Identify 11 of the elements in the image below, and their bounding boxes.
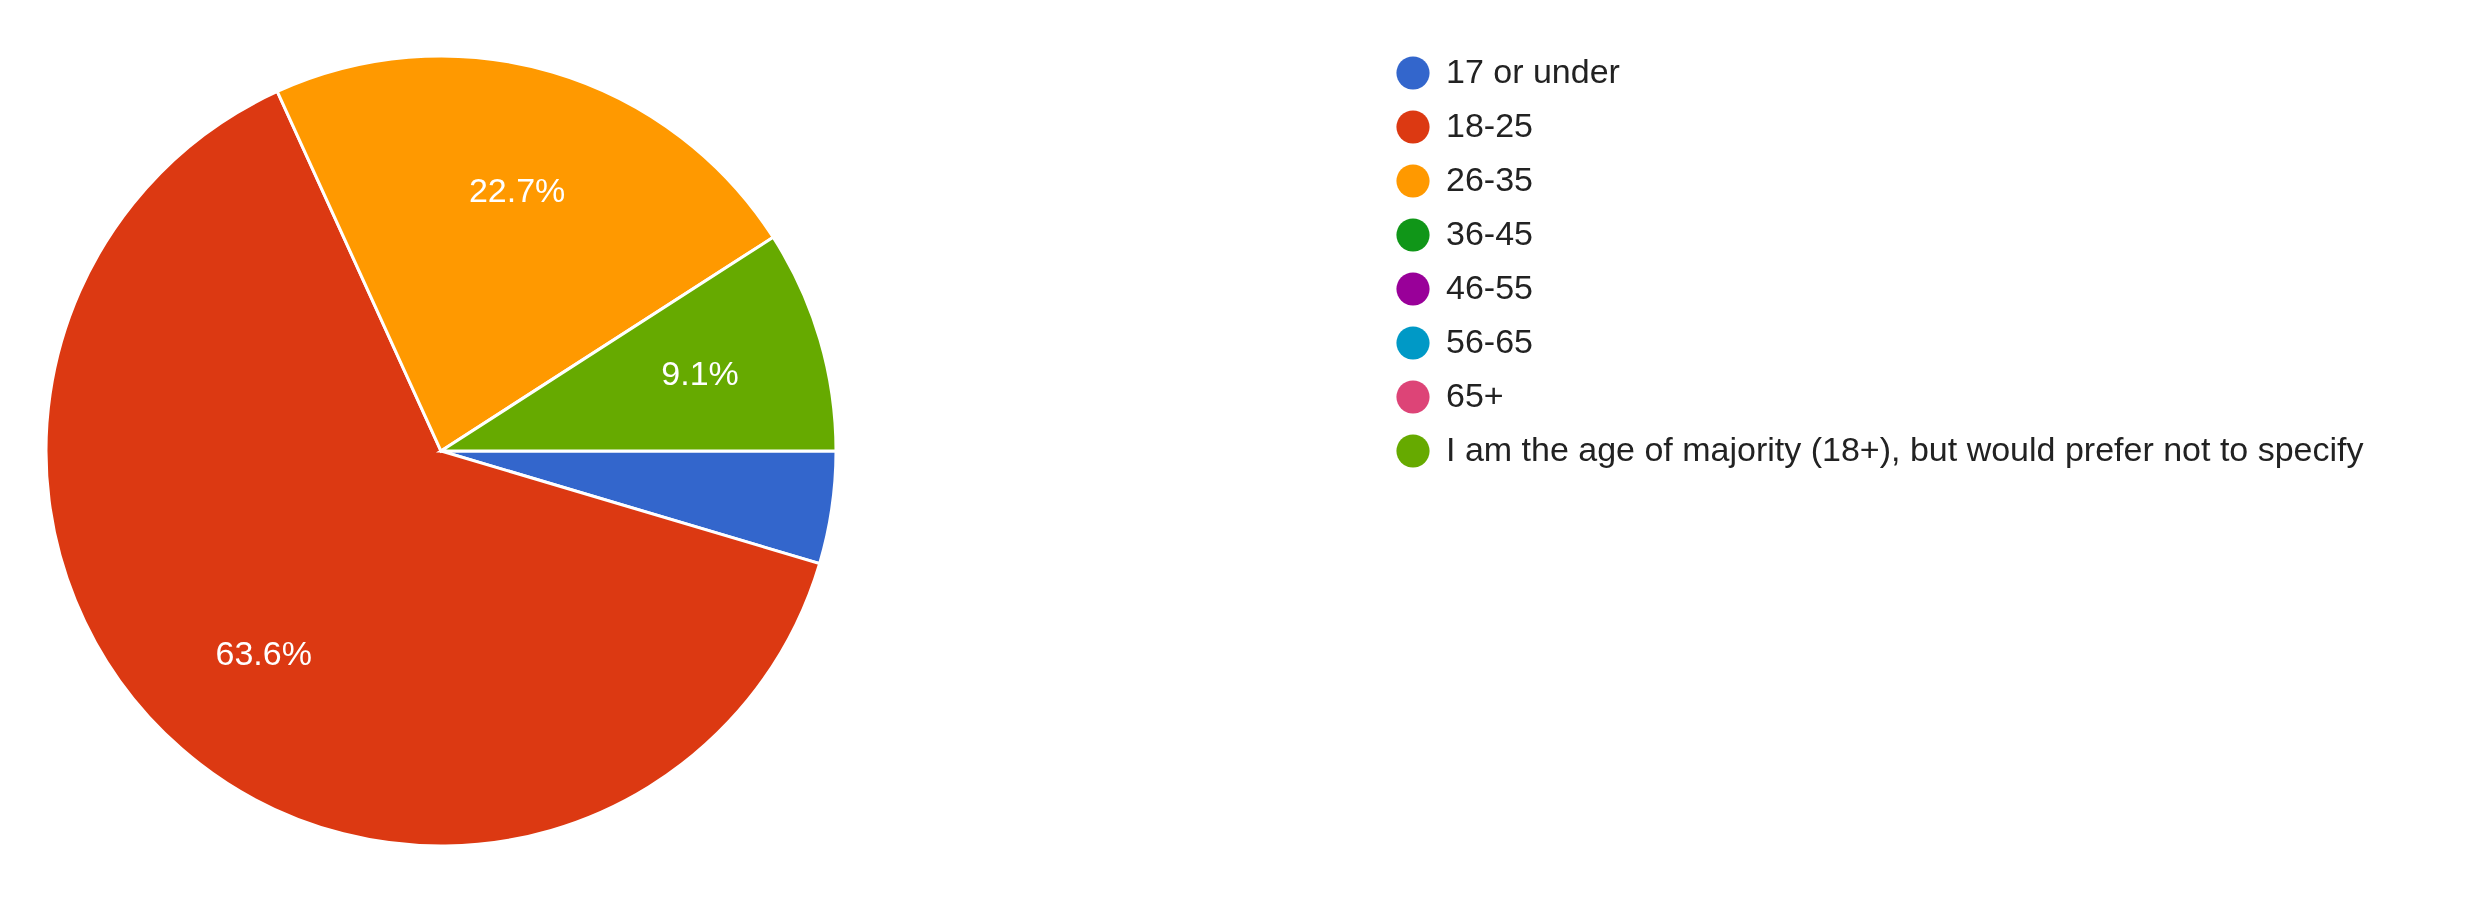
- data-label: 9.1%: [661, 353, 739, 392]
- legend-label: 36-45: [1446, 214, 1533, 252]
- data-label: 22.7%: [468, 170, 566, 209]
- legend-label: 17 or under: [1446, 52, 1620, 90]
- legend-label: 26-35: [1446, 160, 1533, 198]
- legend-label: 46-55: [1446, 268, 1533, 306]
- legend-label: I am the age of majority (18+), but would prefer not to specify: [1446, 430, 2364, 468]
- legend-label: 18-25: [1446, 106, 1533, 144]
- legend-label: 65+: [1446, 376, 1504, 414]
- data-label: 63.6%: [215, 633, 312, 672]
- legend-label: 56-65: [1446, 322, 1533, 360]
